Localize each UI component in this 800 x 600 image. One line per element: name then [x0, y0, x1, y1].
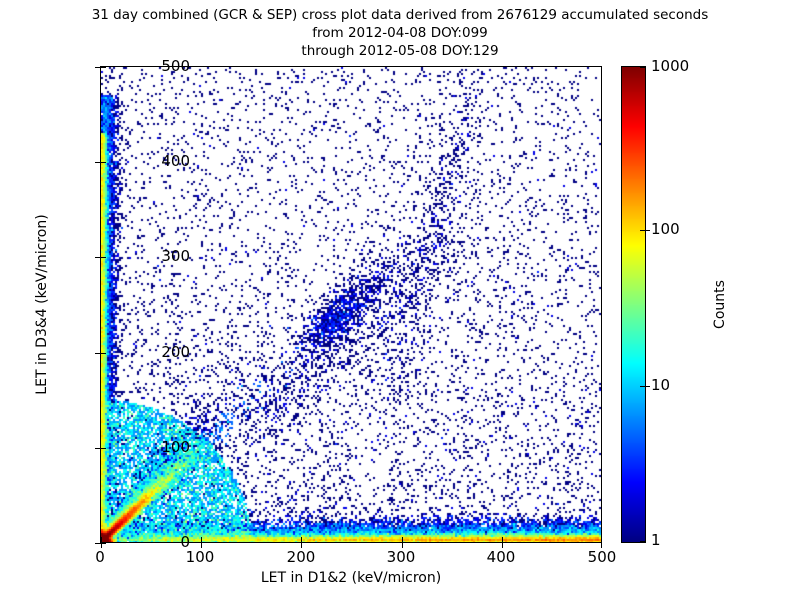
- plot-area[interactable]: [95, 66, 602, 548]
- colorbar-tick-10: [640, 386, 645, 387]
- x-tick-inner-100: [201, 537, 202, 542]
- y-tick-label-400: 400: [161, 152, 190, 170]
- y-tick-inner-300: [101, 257, 106, 258]
- colorbar-tick-1000: [640, 67, 645, 68]
- y-tick-label-200: 200: [161, 343, 190, 361]
- x-tick-label-0: 0: [95, 548, 105, 566]
- y-tick-inner-0: [101, 543, 106, 544]
- y-tick-inner-200: [101, 353, 106, 354]
- y-tick-label-0: 0: [180, 533, 190, 551]
- colorbar-tick-100: [640, 230, 645, 231]
- x-tick-inner-500: [601, 537, 602, 542]
- x-tick-0: [101, 542, 102, 548]
- y-tick-400: [95, 162, 101, 163]
- y-tick-inner-500: [101, 67, 106, 68]
- y-tick-100: [95, 448, 101, 449]
- x-tick-inner-300: [402, 537, 403, 542]
- y-tick-label-500: 500: [161, 57, 190, 75]
- y-tick-label-300: 300: [161, 247, 190, 265]
- colorbar-tick-out-10: [645, 386, 650, 387]
- x-tick-inner-200: [301, 537, 302, 542]
- colorbar-tick-label-1: 1: [651, 531, 661, 549]
- x-axis-title: LET in D1&2 (keV/micron): [260, 570, 442, 586]
- x-tick-label-500: 500: [587, 548, 617, 566]
- y-tick-label-100: 100: [161, 438, 190, 456]
- title-line-2: from 2012-04-08 DOY:099: [312, 25, 488, 41]
- colorbar-tick-1: [640, 541, 645, 542]
- colorbar-tick-out-100: [645, 230, 650, 231]
- colorbar-tick-label-1000: 1000: [651, 57, 690, 75]
- y-axis-title: LET in D3&4 (keV/micron): [34, 214, 50, 395]
- x-tick-label-300: 300: [386, 548, 416, 566]
- colorbar-title: Counts: [712, 280, 728, 329]
- y-tick-200: [95, 353, 101, 354]
- x-tick-inner-400: [502, 537, 503, 542]
- x-tick-inner-0: [101, 537, 102, 542]
- y-tick-inner-100: [101, 448, 106, 449]
- y-tick-inner-400: [101, 162, 106, 163]
- colorbar-tick-label-10: 10: [651, 376, 671, 394]
- x-tick-400: [502, 542, 503, 548]
- page-title: 31 day combined (GCR & SEP) cross plot d…: [0, 6, 800, 60]
- x-tick-label-200: 200: [286, 548, 316, 566]
- y-tick-300: [95, 257, 101, 258]
- scatter-heatmap-canvas: [101, 67, 601, 542]
- title-line-1: 31 day combined (GCR & SEP) cross plot d…: [91, 7, 709, 23]
- x-tick-500: [601, 542, 602, 548]
- x-tick-200: [301, 542, 302, 548]
- x-tick-label-100: 100: [185, 548, 215, 566]
- y-tick-0: [95, 543, 101, 544]
- colorbar-gradient: [622, 67, 645, 542]
- title-line-3: through 2012-05-08 DOY:129: [301, 43, 499, 59]
- x-tick-100: [201, 542, 202, 548]
- x-tick-300: [402, 542, 403, 548]
- colorbar[interactable]: [621, 66, 650, 543]
- x-tick-label-400: 400: [486, 548, 516, 566]
- y-tick-500: [95, 67, 101, 68]
- colorbar-tick-label-100: 100: [651, 220, 680, 238]
